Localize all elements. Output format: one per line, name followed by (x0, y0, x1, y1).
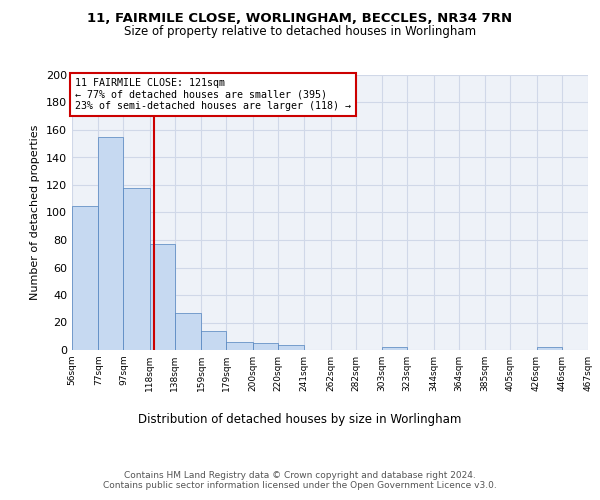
Bar (226, 342, 253, 350)
Bar (150, 244, 175, 350)
Bar (124, 188, 150, 350)
Bar (72, 206, 98, 350)
Bar (536, 347, 562, 350)
Text: 11 FAIRMILE CLOSE: 121sqm
← 77% of detached houses are smaller (395)
23% of semi: 11 FAIRMILE CLOSE: 121sqm ← 77% of detac… (74, 78, 350, 111)
Text: 11, FAIRMILE CLOSE, WORLINGHAM, BECCLES, NR34 7RN: 11, FAIRMILE CLOSE, WORLINGHAM, BECCLES,… (88, 12, 512, 26)
Bar (98, 137, 124, 350)
Text: Size of property relative to detached houses in Worlingham: Size of property relative to detached ho… (124, 25, 476, 38)
Bar (278, 344, 304, 350)
Y-axis label: Number of detached properties: Number of detached properties (31, 125, 40, 300)
Text: Contains HM Land Registry data © Crown copyright and database right 2024.
Contai: Contains HM Land Registry data © Crown c… (103, 470, 497, 490)
Bar (175, 313, 202, 350)
Text: Distribution of detached houses by size in Worlingham: Distribution of detached houses by size … (139, 412, 461, 426)
Bar (382, 347, 407, 350)
Bar (202, 331, 226, 350)
Bar (253, 343, 278, 350)
